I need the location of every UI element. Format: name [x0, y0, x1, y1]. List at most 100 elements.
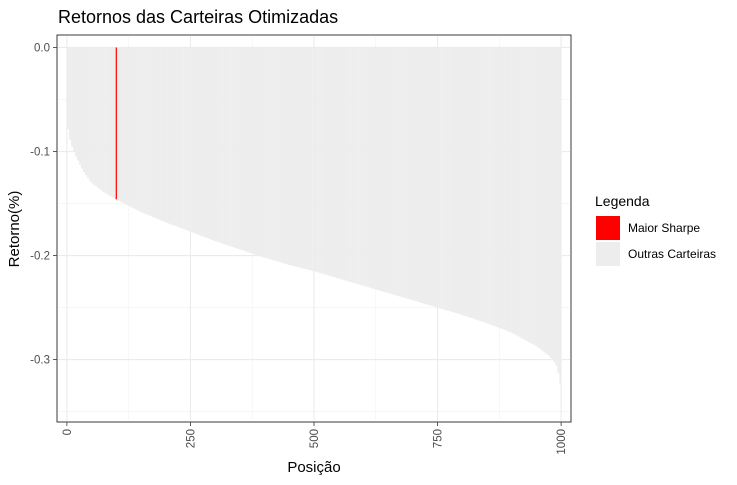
x-axis-ticks: 0 250 500 750 1000 — [62, 422, 568, 455]
bar — [183, 47, 186, 230]
y-axis-title: Retorno(%) — [6, 191, 23, 268]
bar — [506, 47, 508, 331]
bar — [482, 47, 485, 323]
bar — [160, 47, 163, 221]
bar — [104, 47, 107, 194]
bar — [280, 47, 283, 263]
bar — [223, 47, 226, 245]
bar — [361, 47, 364, 286]
bar — [454, 47, 457, 313]
bar — [245, 47, 248, 252]
bar — [144, 47, 147, 214]
bar — [258, 47, 261, 257]
bar — [134, 47, 137, 210]
bar — [77, 47, 79, 161]
bar — [136, 47, 139, 211]
bar — [397, 47, 400, 297]
bar — [201, 47, 204, 237]
bar — [551, 47, 554, 360]
bar — [452, 47, 455, 313]
y-tick-label: 0.0 — [34, 42, 50, 54]
bar — [470, 47, 473, 319]
bar — [339, 47, 342, 280]
bar — [541, 47, 544, 351]
bar — [500, 47, 503, 329]
bar — [256, 47, 259, 256]
bar — [555, 47, 558, 366]
bar — [110, 47, 113, 197]
bar — [511, 47, 514, 334]
bar — [112, 47, 115, 198]
bar — [177, 47, 180, 228]
y-tick-label: -0.1 — [30, 147, 50, 159]
bar — [209, 47, 212, 240]
bar — [270, 47, 273, 260]
bar — [387, 47, 390, 294]
bar — [535, 47, 538, 347]
bar — [84, 47, 87, 176]
bar — [347, 47, 350, 282]
bar — [197, 47, 200, 235]
bar — [328, 47, 331, 276]
bar — [276, 47, 279, 262]
bar — [543, 47, 546, 353]
y-tick-label: -0.3 — [30, 355, 50, 367]
y-axis-ticks: 0.0 -0.1 -0.2 -0.3 — [30, 42, 57, 367]
bar — [553, 47, 556, 363]
bar — [381, 47, 384, 292]
bar — [264, 47, 267, 259]
bar — [191, 47, 194, 233]
bar — [312, 47, 315, 272]
bar — [411, 47, 414, 301]
chart-title: Retornos das Carteiras Otimizadas — [58, 7, 338, 27]
bar — [90, 47, 93, 184]
bar — [353, 47, 356, 284]
bar — [377, 47, 380, 291]
bar — [154, 47, 157, 218]
bar — [288, 47, 291, 266]
bar — [375, 47, 378, 290]
bar — [519, 47, 522, 338]
bar — [181, 47, 184, 229]
bar — [102, 47, 105, 193]
bar — [116, 47, 119, 201]
bar — [371, 47, 374, 289]
bar — [399, 47, 402, 297]
bar — [432, 47, 435, 307]
x-tick-label: 0 — [62, 429, 74, 435]
bar — [545, 47, 548, 354]
x-tick-label: 250 — [185, 429, 197, 448]
bar — [296, 47, 299, 268]
bar — [189, 47, 192, 232]
bar — [203, 47, 206, 238]
bar — [175, 47, 178, 227]
bar — [140, 47, 143, 213]
bar — [302, 47, 305, 269]
bar — [385, 47, 388, 293]
bar — [496, 47, 499, 328]
bar — [415, 47, 418, 302]
bar — [486, 47, 489, 324]
bar — [193, 47, 196, 234]
bar — [434, 47, 437, 308]
bar — [235, 47, 238, 249]
bar — [444, 47, 447, 311]
bar — [318, 47, 321, 273]
bar — [436, 47, 439, 308]
bar — [213, 47, 216, 241]
bar — [367, 47, 370, 288]
bar — [513, 47, 516, 335]
bar — [67, 47, 70, 130]
bar — [106, 47, 109, 195]
bar — [478, 47, 481, 321]
bar — [262, 47, 265, 258]
highlight-bar-maior-sharpe — [115, 47, 117, 200]
bar — [559, 47, 562, 384]
bar — [498, 47, 501, 328]
bar — [284, 47, 287, 264]
bar — [320, 47, 323, 274]
bar — [150, 47, 153, 217]
bar — [164, 47, 166, 223]
bar — [521, 47, 524, 339]
